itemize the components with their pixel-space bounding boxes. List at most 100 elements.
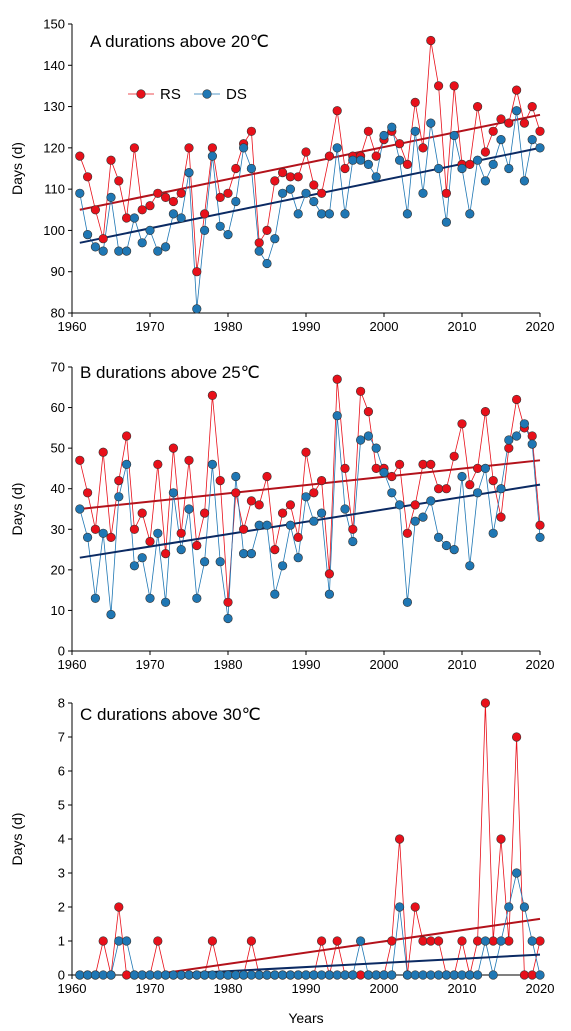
x-tick-label: 1960 <box>58 981 87 996</box>
data-point-rs <box>153 936 163 946</box>
data-point-ds <box>324 970 335 980</box>
x-axis-label: Years <box>288 1010 323 1026</box>
y-tick-label: 100 <box>43 223 65 238</box>
data-point-ds <box>223 230 233 240</box>
data-point-ds <box>457 163 467 174</box>
data-point-rs <box>278 508 288 518</box>
data-point-ds <box>309 196 319 207</box>
data-point-ds <box>215 557 225 567</box>
data-point-rs <box>395 834 405 844</box>
data-point-ds <box>519 902 530 912</box>
data-point-rs <box>465 480 475 490</box>
data-point-rs <box>129 143 139 153</box>
trend-line-rs <box>79 459 541 510</box>
x-tick-label: 2010 <box>448 319 477 334</box>
data-point-rs <box>153 188 163 198</box>
data-point-ds <box>535 143 545 153</box>
data-point-ds <box>511 106 522 116</box>
data-point-ds <box>410 126 420 136</box>
trend-line-ds <box>137 953 541 975</box>
data-point-rs <box>527 101 537 112</box>
data-point-rs <box>395 139 405 149</box>
x-tick-label: 2010 <box>448 657 477 672</box>
y-tick-label: 120 <box>43 140 65 155</box>
data-point-rs <box>309 180 319 190</box>
data-point-rs <box>324 569 335 579</box>
data-point-rs <box>426 459 436 470</box>
data-point-ds <box>465 970 475 980</box>
data-point-ds <box>176 213 186 223</box>
data-point-rs <box>356 386 366 396</box>
data-point-rs <box>215 192 225 202</box>
data-point-ds <box>488 528 498 538</box>
data-point-rs <box>496 114 506 124</box>
data-point-rs <box>114 902 124 912</box>
data-point-ds <box>254 246 264 256</box>
data-point-ds <box>239 970 249 980</box>
x-tick-label: 1990 <box>292 981 321 996</box>
data-point-ds <box>434 970 444 980</box>
data-point-ds <box>504 435 514 445</box>
data-point-rs <box>371 151 381 161</box>
data-point-rs <box>231 488 241 498</box>
data-point-rs <box>184 143 194 153</box>
data-point-ds <box>519 419 530 429</box>
data-point-ds <box>137 970 147 980</box>
data-point-ds <box>145 593 155 603</box>
data-point-ds <box>324 589 335 599</box>
data-point-rs <box>278 168 288 178</box>
data-point-rs <box>200 209 210 219</box>
data-point-rs <box>176 188 186 198</box>
data-point-rs <box>121 213 132 223</box>
series-line-rs <box>79 379 541 603</box>
data-point-ds <box>168 970 178 980</box>
data-point-rs <box>363 407 374 417</box>
y-tick-label: 10 <box>51 603 65 618</box>
data-point-rs <box>441 484 452 494</box>
points-ds <box>75 106 545 314</box>
data-point-ds <box>465 209 475 219</box>
y-tick-label: 2 <box>58 900 65 915</box>
chart-panel-2: 0 10 20 30 40 50 60 70 1960 1970 1980 1990 2000 2010 2… <box>9 360 554 673</box>
data-point-ds <box>137 238 147 248</box>
data-point-ds <box>449 544 459 555</box>
data-point-ds <box>473 970 483 980</box>
data-point-ds <box>488 159 498 169</box>
data-point-rs <box>176 528 186 538</box>
series-line-rs <box>79 702 541 976</box>
data-point-ds <box>285 970 296 980</box>
data-point-ds <box>293 553 303 563</box>
data-point-ds <box>129 970 139 980</box>
legend-label-ds: DS <box>226 86 247 103</box>
data-point-rs <box>356 970 366 980</box>
data-point-ds <box>223 613 233 624</box>
series-ds <box>79 415 541 619</box>
data-point-rs <box>527 431 537 441</box>
data-point-ds <box>145 970 155 980</box>
y-axis-label: Days (d) <box>9 142 25 195</box>
data-point-ds <box>98 970 108 980</box>
data-point-rs <box>511 732 522 742</box>
data-point-ds <box>457 471 467 482</box>
series-line-rs <box>79 40 541 272</box>
data-point-rs <box>527 970 537 980</box>
y-tick-label: 140 <box>43 58 65 73</box>
data-point-ds <box>434 163 444 174</box>
data-point-ds <box>262 520 272 530</box>
data-point-rs <box>457 419 467 429</box>
data-point-rs <box>207 390 217 401</box>
data-point-rs <box>317 936 327 946</box>
data-point-ds <box>340 504 350 514</box>
data-point-rs <box>488 936 498 946</box>
data-point-rs <box>114 176 124 186</box>
data-point-ds <box>278 970 288 980</box>
data-point-rs <box>449 451 459 461</box>
data-point-rs <box>457 936 467 946</box>
data-point-ds <box>98 528 108 538</box>
data-point-ds <box>153 970 163 980</box>
data-point-rs <box>473 936 483 946</box>
data-point-ds <box>441 970 452 980</box>
data-point-rs <box>223 188 233 198</box>
data-point-ds <box>246 163 256 174</box>
data-point-rs <box>348 524 358 534</box>
